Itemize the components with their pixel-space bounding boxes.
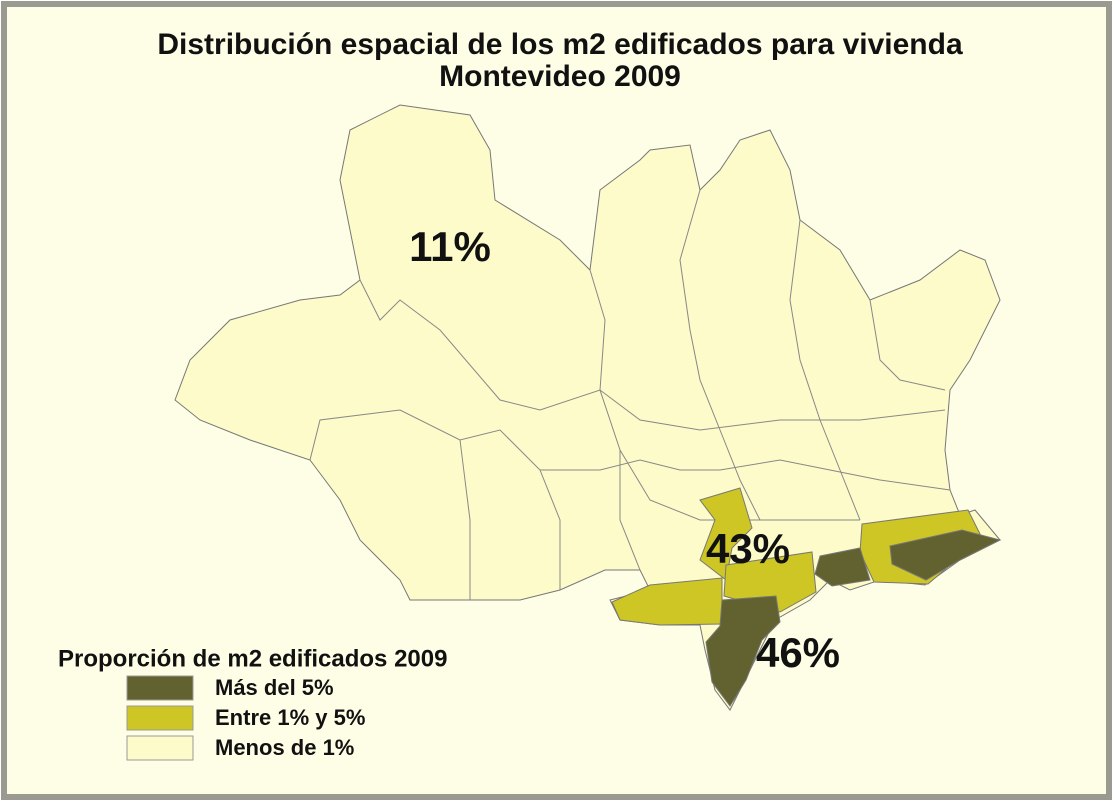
district-border xyxy=(540,459,951,491)
title-line: Distribución espacial de los m2 edificad… xyxy=(157,28,963,61)
legend-label: Menos de 1% xyxy=(215,735,354,760)
legend-title: Proporción de m2 edificados 2009 xyxy=(58,645,447,672)
region xyxy=(889,529,1002,581)
title-line: Montevideo 2009 xyxy=(439,60,681,93)
legend-label: Más del 5% xyxy=(215,675,334,700)
map-label: 43% xyxy=(706,525,790,572)
legend-swatch xyxy=(126,705,194,731)
legend-swatch xyxy=(126,735,194,761)
map-label: 46% xyxy=(756,629,840,676)
district-border xyxy=(619,450,641,571)
legend: Más del 5% Entre 1% y 5% Menos de 1% xyxy=(126,675,365,761)
district-border xyxy=(789,219,861,521)
district-border xyxy=(459,439,471,600)
region xyxy=(699,487,753,581)
legend-swatch xyxy=(126,675,194,701)
district-border xyxy=(309,409,561,590)
region xyxy=(611,577,723,626)
region xyxy=(814,547,871,587)
region xyxy=(705,595,781,707)
map-label: 11% xyxy=(409,223,491,270)
district-border xyxy=(359,279,946,431)
district-border xyxy=(679,189,761,521)
map xyxy=(174,104,1002,711)
region xyxy=(723,551,817,613)
legend-label: Entre 1% y 5% xyxy=(215,705,365,730)
district-border xyxy=(869,299,946,391)
